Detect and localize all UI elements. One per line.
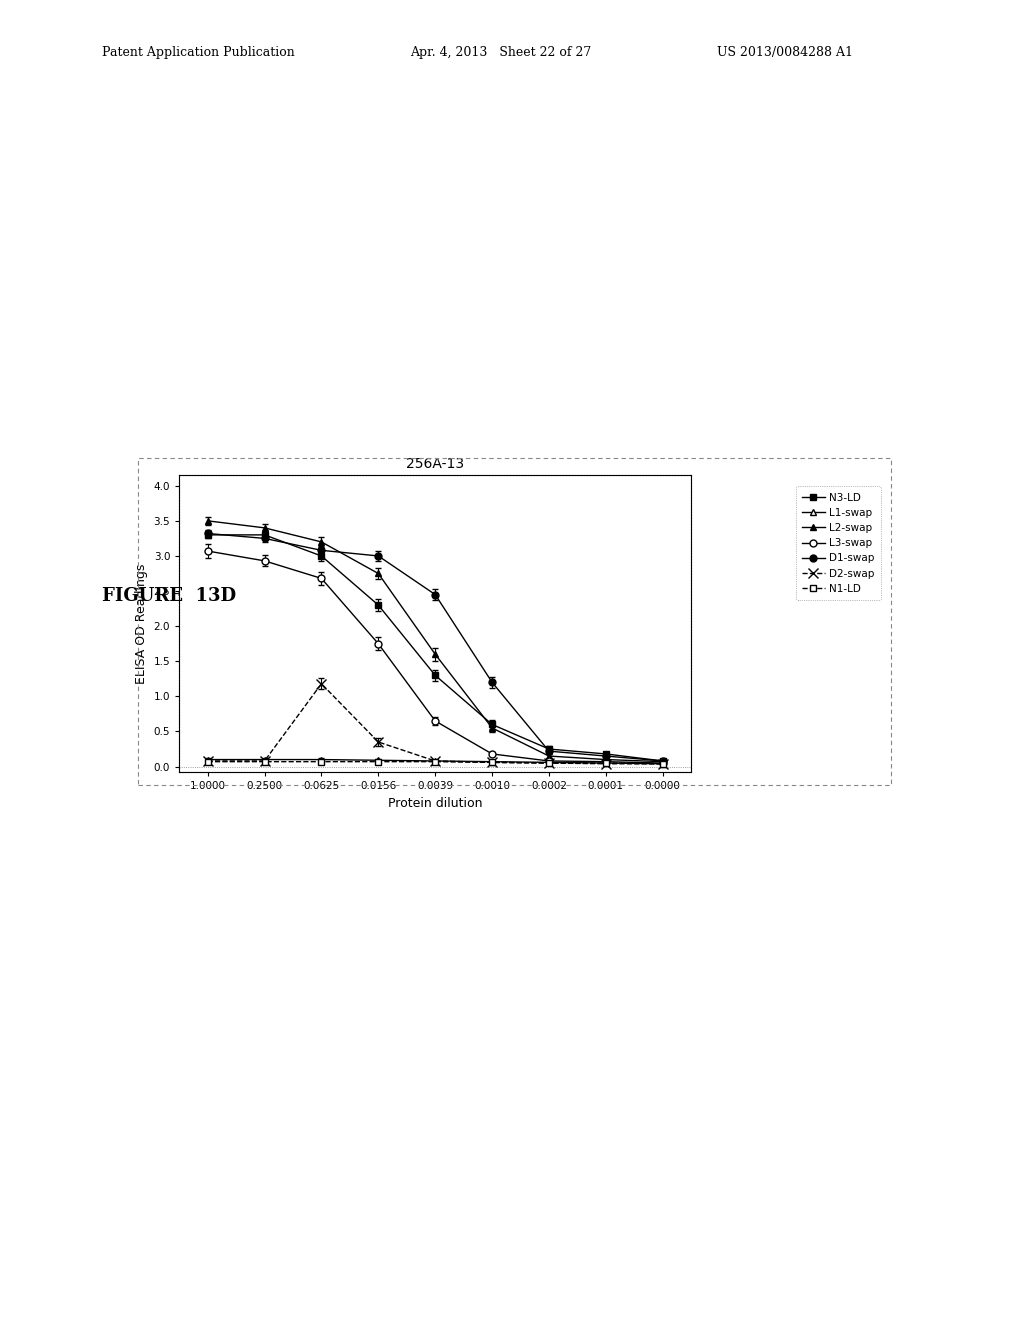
Text: Apr. 4, 2013   Sheet 22 of 27: Apr. 4, 2013 Sheet 22 of 27 [410, 46, 591, 59]
Bar [179, 475, 691, 772]
X-axis label: Protein dilution: Protein dilution [388, 797, 482, 809]
Title: 256A-13: 256A-13 [407, 457, 464, 471]
Text: Patent Application Publication: Patent Application Publication [102, 46, 295, 59]
Y-axis label: ELISA OD Readings: ELISA OD Readings [135, 564, 148, 684]
Legend: N3-LD, L1-swap, L2-swap, L3-swap, D1-swap, D2-swap, N1-LD: N3-LD, L1-swap, L2-swap, L3-swap, D1-swa… [796, 486, 881, 601]
Text: FIGURE  13D: FIGURE 13D [102, 587, 237, 606]
Text: US 2013/0084288 A1: US 2013/0084288 A1 [717, 46, 853, 59]
